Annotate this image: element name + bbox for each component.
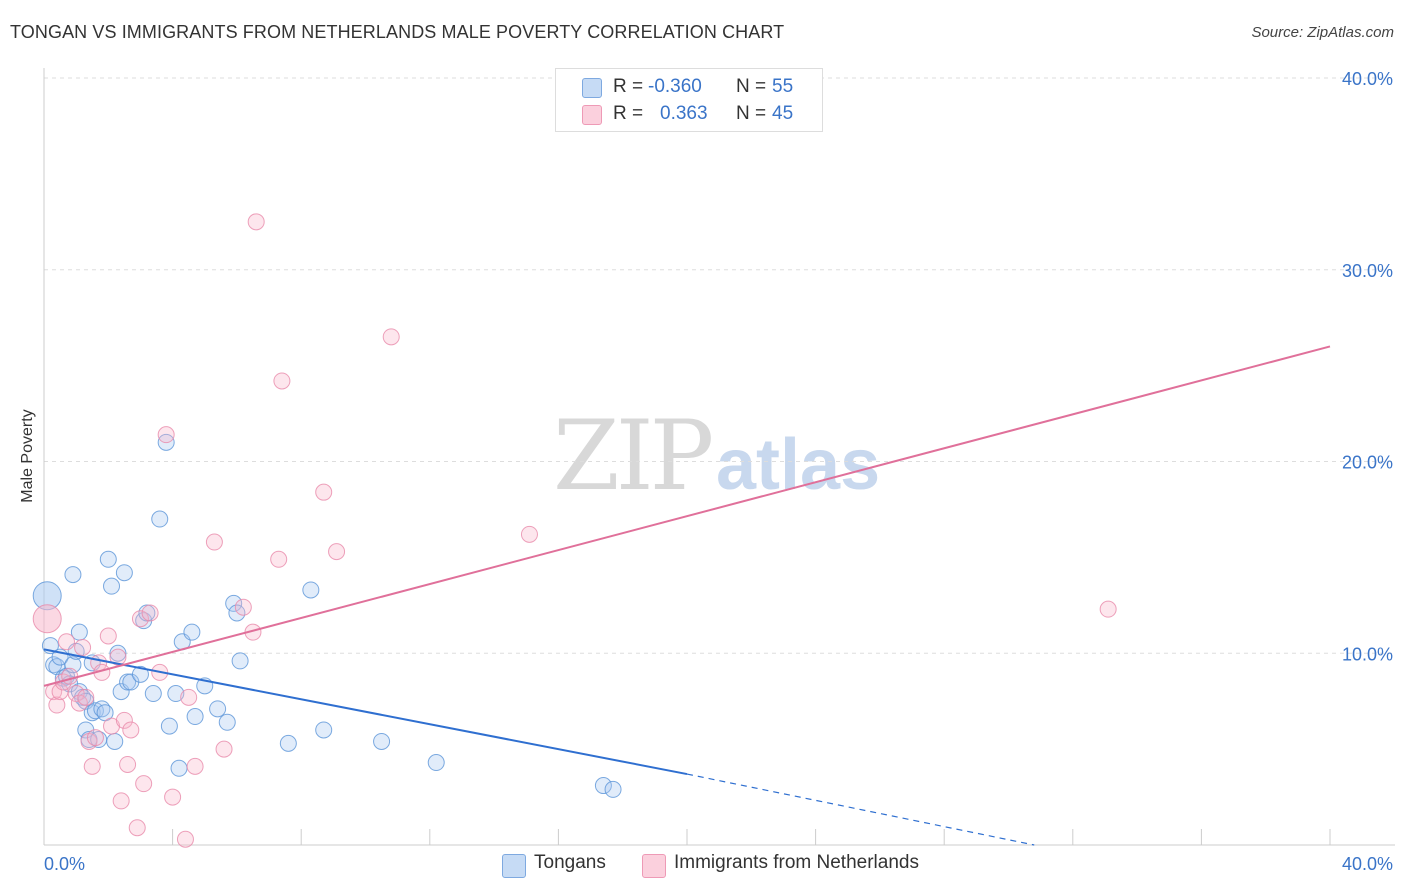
legend-r-value: 0.363 [660,103,708,124]
bottom-legend-label: Immigrants from Netherlands [674,852,919,873]
watermark-atlas: atlas [716,425,881,505]
netherlands-point [135,775,153,793]
tongans-point [160,717,178,735]
tongans-point [109,644,127,662]
netherlands-trend-line [43,345,1331,687]
legend-n-value: 45 [772,103,794,124]
tongans-point [183,623,201,641]
tongans-point [302,581,320,599]
netherlands-point [58,633,76,651]
tongans-point [170,759,188,777]
netherlands-point [128,819,146,837]
tongans-point [151,510,169,528]
tongans-point [218,713,236,731]
netherlands-point [83,757,101,775]
netherlands-point [328,543,346,561]
tongans-point [604,780,622,798]
netherlands-point [141,604,159,622]
x-tick-label: 0.0% [44,854,85,874]
legend-row-tongans: R = -0.360 N = 55 [556,74,822,100]
tongans-point [99,550,117,568]
tongans-point [373,732,391,750]
tongans-point [115,564,133,582]
tongans-point [64,566,82,584]
netherlands-point [48,696,66,714]
chart-title: TONGAN VS IMMIGRANTS FROM NETHERLANDS MA… [10,22,785,42]
y-tick-label: 40.0% [1342,69,1393,89]
bottom-swatch-netherlands [642,854,666,878]
netherlands-point [70,694,88,712]
netherlands-point [77,688,95,706]
netherlands-point [131,610,149,628]
netherlands-point [273,372,291,390]
legend-n-label: N = [736,103,767,124]
y-tick-label: 10.0% [1342,644,1393,664]
netherlands-point [1099,600,1117,618]
netherlands-point [109,648,127,666]
netherlands-point [115,711,133,729]
netherlands-point [119,755,137,773]
tongans-point [106,732,124,750]
tongans-point [144,685,162,703]
tongans-point [228,604,246,622]
netherlands-point [520,525,538,543]
bottom-legend-label: Tongans [534,852,606,873]
tongans-point [427,754,445,772]
tongans-point [103,577,121,595]
netherlands-point [157,426,175,444]
netherlands-point [86,729,104,747]
tongans-point [594,777,612,795]
tongans-point [315,721,333,739]
legend-r-label: R = [613,76,644,97]
legend-r-value: -0.360 [648,76,702,97]
netherlands-point [176,830,194,848]
legend-row-netherlands: R = 0.363 N = 45 [556,101,822,127]
tongans-point [209,700,227,718]
y-tick-label: 20.0% [1342,453,1393,473]
tongans-trend-line [43,648,688,776]
netherlands-point [215,740,233,758]
legend-n-label: N = [736,76,767,97]
netherlands-point [270,550,288,568]
netherlands-point [234,598,252,616]
netherlands-point [164,788,182,806]
netherlands-point [61,667,79,685]
netherlands-point [112,792,130,810]
tongans-point [131,665,149,683]
legend-swatch-netherlands [582,105,602,125]
tongans-point [70,683,88,701]
tongans-point [167,685,185,703]
tongans-point [225,594,243,612]
netherlands-point [382,328,400,346]
legend-r-label: R = [613,103,644,124]
legend-swatch-tongans [582,78,602,98]
correlation-legend: R = -0.360 N = 55 R = 0.363 N = 45 [555,68,823,132]
netherlands-point [74,638,92,656]
tongans-point [231,652,249,670]
tongans-trend-extension [686,773,1035,846]
tongans-point [83,704,101,722]
netherlands-point [67,685,85,703]
netherlands-point [247,213,265,231]
tongans-point [279,734,297,752]
netherlands-point [186,757,204,775]
x-tick-label: 40.0% [1342,854,1393,874]
tongans-point [186,708,204,726]
bottom-swatch-tongans [502,854,526,878]
netherlands-point [99,627,117,645]
legend-n-value: 55 [772,76,794,97]
y-tick-label: 30.0% [1342,261,1393,281]
source-label: Source: ZipAtlas.com [1251,24,1394,41]
netherlands-point [122,721,140,739]
netherlands-point [32,604,62,634]
netherlands-point [180,688,198,706]
netherlands-point [205,533,223,551]
netherlands-point [315,483,333,501]
watermark-zip: ZIP [553,400,714,512]
